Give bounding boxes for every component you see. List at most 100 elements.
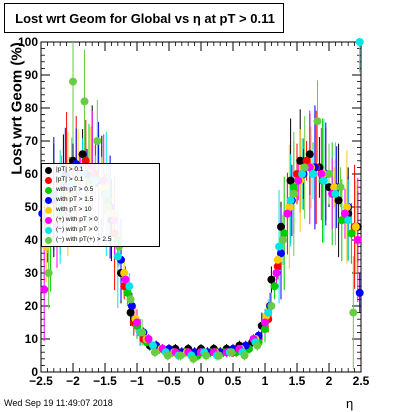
legend-marker: [45, 197, 52, 204]
x-axis-label: η: [346, 396, 354, 411]
data-point: [325, 170, 333, 178]
data-point: [286, 176, 295, 185]
y-tick-label: 90: [25, 68, 39, 82]
data-point: [80, 97, 89, 106]
data-point: [189, 354, 198, 363]
data-point: [313, 117, 322, 126]
data-point: [319, 176, 328, 185]
data-point: [355, 38, 364, 46]
y-tick-label: 100: [18, 35, 38, 49]
legend-marker: [45, 167, 52, 174]
y-axis-label: Lost wrt Geom (%): [8, 42, 26, 175]
data-point: [330, 183, 339, 192]
x-tick-label: −2: [66, 374, 80, 388]
chart-title: Lost wrt Geom for Global vs η at pT > 0.…: [15, 11, 275, 26]
x-tick-label: 2: [326, 374, 333, 388]
data-point: [267, 302, 276, 310]
data-point: [296, 156, 305, 165]
data-point: [347, 229, 356, 238]
data-point: [126, 308, 135, 317]
data-point: [283, 209, 292, 218]
data-point: [138, 328, 147, 337]
data-point: [341, 209, 349, 218]
legend-marker: [45, 237, 52, 244]
data-point: [275, 242, 284, 251]
x-tick-label: 2.5: [353, 374, 370, 388]
data-point: [44, 269, 53, 277]
data-point: [120, 269, 129, 277]
data-point: [113, 252, 122, 261]
data-point: [93, 137, 102, 145]
legend: |pT| > 0.1 |pT| > 0.1 with pT > 0.5 with pT…: [41, 163, 160, 247]
data-point: [270, 282, 279, 291]
data-point: [149, 341, 157, 350]
data-point: [285, 203, 294, 211]
data-point: [286, 196, 295, 205]
y-tick-label: 0: [31, 365, 38, 379]
data-point: [300, 163, 309, 172]
legend-marker: [45, 217, 52, 224]
timestamp: Wed Sep 19 11:49:07 2018: [4, 398, 113, 408]
data-point: [144, 335, 153, 343]
legend-label: |pT| > 0.1: [56, 176, 84, 183]
data-point: [305, 150, 314, 159]
data-point: [40, 285, 49, 294]
data-point: [267, 275, 276, 284]
y-tick-label: 60: [25, 167, 39, 181]
data-point: [253, 341, 262, 350]
legend-marker: [45, 227, 52, 234]
data-point: [277, 222, 285, 231]
y-tick-label: 50: [25, 200, 39, 214]
legend-label: (−) with pT(+) > 2.5: [56, 236, 112, 243]
x-tick-label: 0: [198, 374, 205, 388]
x-tick-label: 1.5: [289, 374, 306, 388]
title-box: Lost wrt Geom for Global vs η at pT > 0.…: [4, 3, 284, 33]
y-tick-label: 30: [25, 266, 39, 280]
legend-marker: [45, 187, 52, 194]
data-point: [349, 308, 358, 317]
legend-label: (+) with pT > 0: [56, 216, 98, 223]
data-points: [38, 38, 364, 363]
data-point: [337, 216, 346, 225]
x-tick-label: −0.5: [157, 374, 181, 388]
data-point: [202, 351, 211, 360]
data-point: [289, 189, 298, 198]
legend-label: with pT > 0.5: [56, 186, 94, 193]
data-point: [353, 236, 362, 244]
data-point: [309, 170, 317, 178]
y-tick-label: 10: [25, 332, 39, 346]
data-point: [240, 351, 249, 360]
data-point: [273, 255, 282, 264]
data-point: [294, 176, 303, 185]
data-point: [302, 156, 311, 165]
data-point: [272, 269, 281, 277]
data-point: [126, 295, 135, 304]
legend-marker: [45, 207, 52, 214]
data-point: [342, 203, 351, 211]
data-point: [163, 351, 172, 360]
x-tick-label: −1: [130, 374, 144, 388]
x-tick-label: 0.5: [225, 374, 242, 388]
data-point: [69, 77, 77, 86]
data-point: [81, 156, 90, 165]
data-point: [133, 318, 141, 327]
data-point: [127, 302, 136, 310]
data-point: [121, 275, 130, 284]
data-point: [336, 183, 345, 192]
data-point: [351, 222, 360, 231]
data-point: [214, 351, 223, 360]
y-tick-label: 20: [25, 299, 39, 313]
data-point: [344, 216, 353, 225]
y-tick-label: 40: [25, 233, 39, 247]
data-point: [176, 351, 185, 360]
x-tick-label: 1: [262, 374, 269, 388]
data-point: [355, 288, 364, 297]
data-point: [278, 236, 287, 244]
y-tick-label: 80: [25, 101, 39, 115]
legend-label: |pT| > 0.1: [56, 166, 84, 173]
data-point: [277, 249, 285, 258]
data-point: [125, 282, 134, 291]
data-point: [289, 183, 298, 192]
y-tick-label: 70: [25, 134, 39, 148]
data-point: [280, 229, 289, 238]
